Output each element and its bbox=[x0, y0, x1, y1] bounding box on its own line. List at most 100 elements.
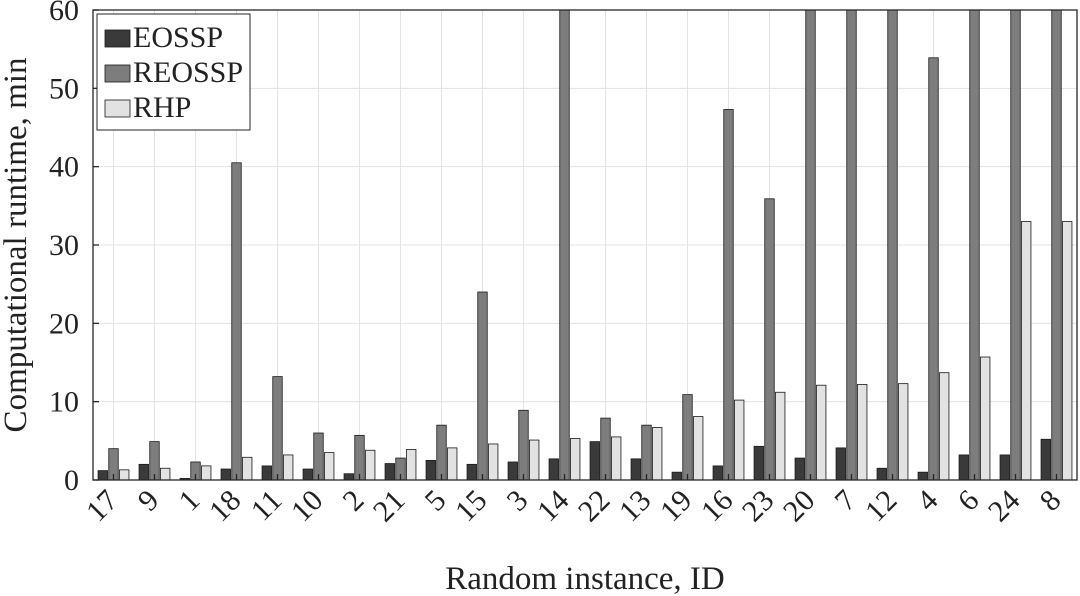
bar-rhp-9 bbox=[160, 467, 171, 481]
y-axis-label: Computational runtime, min bbox=[0, 58, 34, 433]
bar-rhp-14 bbox=[570, 438, 581, 481]
bar-rhp-8 bbox=[1062, 221, 1073, 481]
bar-eossp-2 bbox=[343, 473, 354, 481]
bar-eossp-20 bbox=[794, 457, 805, 481]
x-tick-label: 12 bbox=[859, 484, 904, 529]
x-tick-label: 13 bbox=[613, 484, 658, 529]
y-tick-label: 40 bbox=[49, 151, 79, 184]
bar-rhp-15 bbox=[488, 443, 499, 481]
bar-eossp-14 bbox=[548, 458, 559, 481]
bar-rhp-4 bbox=[939, 372, 950, 481]
bar-eossp-18 bbox=[220, 468, 231, 481]
legend-swatch-rhp bbox=[104, 99, 131, 118]
y-tick-label: 20 bbox=[49, 307, 79, 340]
bar-eossp-23 bbox=[753, 445, 764, 481]
bar-eossp-10 bbox=[302, 468, 313, 481]
x-tick-label: 22 bbox=[572, 484, 617, 529]
bar-rhp-20 bbox=[816, 384, 827, 481]
x-tick-label: 24 bbox=[982, 484, 1027, 529]
y-tick-label: 10 bbox=[49, 386, 79, 419]
x-tick-label: 23 bbox=[736, 484, 781, 529]
bar-reossp-22 bbox=[600, 417, 611, 481]
bar-rhp-22 bbox=[611, 436, 622, 481]
bar-eossp-21 bbox=[384, 463, 395, 481]
bar-reossp-7 bbox=[846, 9, 857, 481]
x-axis-label: Random instance, ID bbox=[445, 561, 725, 596]
bar-reossp-20 bbox=[805, 9, 816, 481]
bar-eossp-7 bbox=[835, 447, 846, 481]
bar-rhp-7 bbox=[857, 384, 868, 481]
bar-eossp-8 bbox=[1040, 438, 1051, 481]
x-tick-label: 1 bbox=[173, 484, 207, 518]
legend-label-rhp: RHP bbox=[133, 91, 191, 124]
x-tick-label: 5 bbox=[419, 484, 453, 518]
x-tick-label: 20 bbox=[777, 484, 822, 529]
bar-reossp-3 bbox=[518, 409, 529, 481]
bar-rhp-10 bbox=[324, 452, 335, 481]
x-tick-label: 7 bbox=[829, 484, 863, 518]
bar-reossp-5 bbox=[436, 424, 447, 481]
bar-rhp-17 bbox=[119, 469, 130, 481]
bar-reossp-24 bbox=[1010, 9, 1021, 481]
bar-rhp-3 bbox=[529, 439, 540, 481]
bar-reossp-13 bbox=[641, 424, 652, 481]
x-tick-label: 18 bbox=[203, 484, 248, 529]
legend-label-eossp: EOSSP bbox=[133, 21, 223, 54]
bar-rhp-12 bbox=[898, 383, 909, 481]
y-tick-label: 60 bbox=[49, 0, 79, 27]
legend-swatch-reossp bbox=[104, 64, 131, 83]
bar-reossp-8 bbox=[1051, 9, 1062, 481]
legend-swatch-eossp bbox=[104, 29, 131, 48]
bar-eossp-22 bbox=[589, 441, 600, 481]
y-tick-label: 50 bbox=[49, 72, 79, 105]
bar-rhp-5 bbox=[447, 447, 458, 481]
bar-reossp-4 bbox=[928, 57, 939, 481]
bar-rhp-6 bbox=[980, 356, 991, 481]
bar-eossp-17 bbox=[97, 470, 108, 481]
bar-eossp-15 bbox=[466, 463, 477, 481]
bar-reossp-11 bbox=[272, 376, 283, 481]
y-tick-label: 30 bbox=[49, 229, 79, 262]
bar-reossp-14 bbox=[559, 9, 570, 481]
x-tick-label: 10 bbox=[285, 484, 330, 529]
bar-eossp-13 bbox=[630, 458, 641, 481]
bar-eossp-16 bbox=[712, 465, 723, 481]
bar-rhp-23 bbox=[775, 391, 786, 481]
bar-eossp-19 bbox=[671, 471, 682, 481]
bar-reossp-10 bbox=[313, 432, 324, 481]
bar-rhp-2 bbox=[365, 449, 376, 481]
bar-rhp-16 bbox=[734, 399, 745, 481]
bar-reossp-6 bbox=[969, 9, 980, 481]
bar-rhp-1 bbox=[201, 465, 212, 481]
bar-rhp-24 bbox=[1021, 221, 1032, 481]
x-tick-label: 8 bbox=[1034, 484, 1068, 518]
x-tick-label: 16 bbox=[695, 484, 740, 529]
x-tick-label: 17 bbox=[80, 484, 125, 529]
bar-eossp-12 bbox=[876, 467, 887, 481]
x-tick-label: 14 bbox=[531, 484, 576, 529]
bar-eossp-24 bbox=[999, 454, 1010, 481]
x-tick-label: 4 bbox=[911, 484, 945, 518]
x-tick-label: 15 bbox=[449, 484, 494, 529]
bar-rhp-11 bbox=[283, 454, 294, 481]
legend-label-reossp: REOSSP bbox=[133, 56, 243, 89]
y-axis-ticks: 0 10 20 30 40 50 60 bbox=[49, 0, 99, 497]
bar-reossp-23 bbox=[764, 198, 775, 481]
bar-reossp-15 bbox=[477, 291, 488, 481]
bar-reossp-19 bbox=[682, 394, 693, 481]
x-tick-label: 2 bbox=[337, 484, 371, 518]
bar-eossp-4 bbox=[917, 471, 928, 481]
x-tick-label: 21 bbox=[367, 484, 412, 529]
x-tick-label: 6 bbox=[952, 484, 986, 518]
bar-rhp-19 bbox=[693, 416, 704, 481]
bar-reossp-12 bbox=[887, 9, 898, 481]
x-tick-label: 3 bbox=[501, 484, 535, 518]
bar-eossp-11 bbox=[261, 465, 272, 481]
bar-reossp-2 bbox=[354, 434, 365, 481]
x-tick-label: 19 bbox=[654, 484, 699, 529]
bar-rhp-13 bbox=[652, 427, 663, 481]
bar-rhp-18 bbox=[242, 456, 253, 481]
